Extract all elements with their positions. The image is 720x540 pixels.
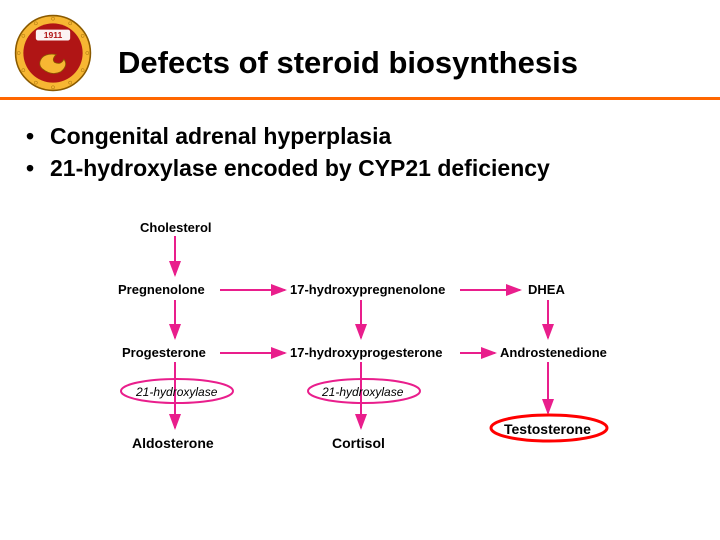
pathway-diagram: Cholesterol Pregnenolone 17-hydroxypregnen… (100, 220, 640, 470)
node-cholesterol: Cholesterol (140, 220, 212, 235)
bullet-item: Congenital adrenal hyperplasia (26, 120, 720, 152)
node-aldosterone: Aldosterone (132, 435, 214, 451)
slide-title: Defects of steroid biosynthesis (118, 45, 578, 81)
node-pregnenolone: Pregnenolone (118, 282, 205, 297)
node-androst: Androstenedione (500, 345, 607, 360)
node-testosterone: Testosterone (504, 421, 591, 437)
node-ohpregnen: 17-hydroxypregnenolone (290, 282, 445, 297)
university-logo: 1911 (14, 14, 92, 92)
bullet-list: Congenital adrenal hyperplasia 21-hydrox… (26, 120, 720, 184)
svg-text:1911: 1911 (44, 30, 63, 40)
bullet-item: 21-hydroxylase encoded by CYP21 deficien… (26, 152, 720, 184)
node-ohprogest: 17-hydroxyprogesterone (290, 345, 442, 360)
node-dhea: DHEA (528, 282, 565, 297)
node-cortisol: Cortisol (332, 435, 385, 451)
node-enz2: 21-hydroxylase (322, 385, 403, 399)
node-enz1: 21-hydroxylase (136, 385, 217, 399)
node-progesterone: Progesterone (122, 345, 206, 360)
slide-header: 1911 Defects of steroid biosynthesis (0, 0, 720, 100)
